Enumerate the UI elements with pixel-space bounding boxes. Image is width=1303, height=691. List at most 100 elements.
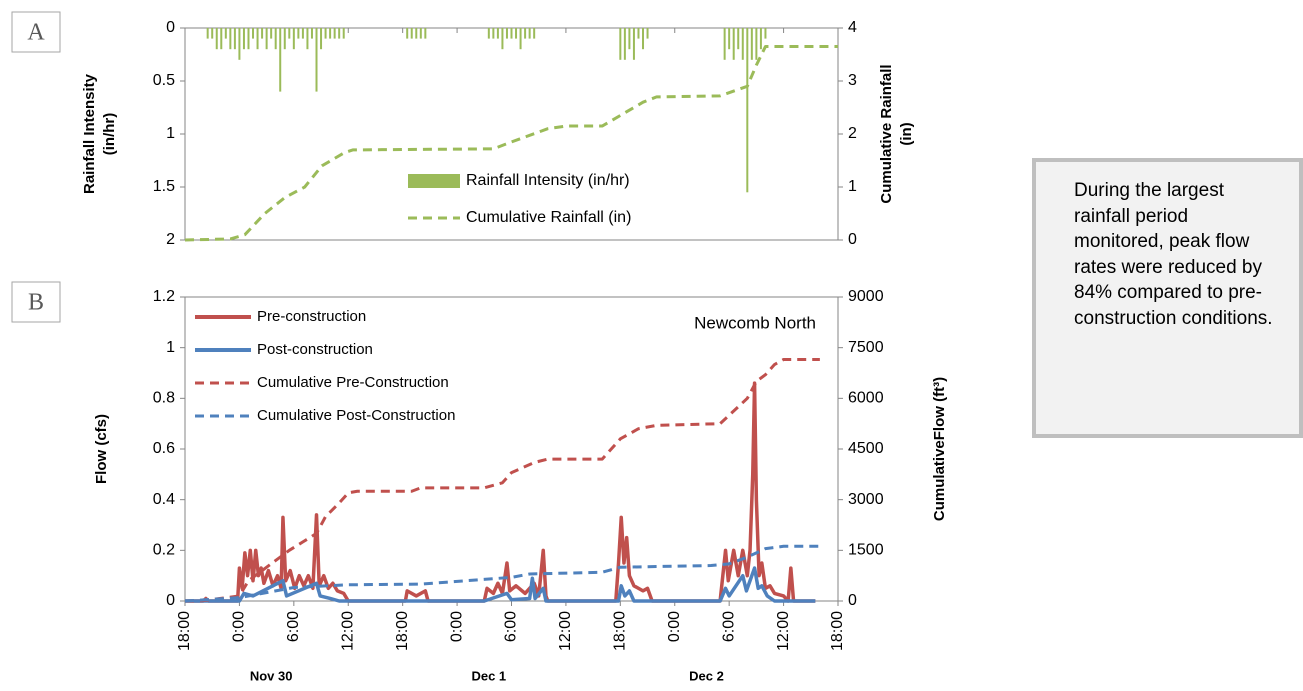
x-tick-label: 6:00: [285, 611, 302, 642]
rain-bar: [224, 28, 227, 39]
legend-label: Cumulative Pre-Construction: [257, 374, 449, 391]
y-tick-label: 1.2: [153, 288, 175, 305]
series-line: [185, 566, 816, 603]
rain-bar: [419, 28, 422, 39]
rain-bar: [728, 28, 731, 50]
y-tick-label: 1: [166, 339, 175, 356]
rain-bar: [424, 28, 427, 39]
rain-bar: [310, 28, 313, 39]
series-line: [184, 45, 838, 242]
legend-label: Rainfall Intensity (in/hr): [466, 172, 630, 189]
panel-box: [11, 11, 61, 53]
y2-axis-title: Cumulative Rainfall: [878, 64, 895, 203]
rain-bar: [261, 28, 264, 39]
x-tick-label: 18:00: [394, 611, 411, 651]
rain-bar: [338, 28, 341, 39]
legend-label: Post-construction: [257, 341, 373, 358]
rain-bar: [292, 28, 295, 50]
y-tick-label: 0.6: [153, 440, 175, 457]
rain-bar: [637, 28, 640, 39]
rain-bar: [764, 28, 767, 39]
x-tick-label: 12:00: [557, 611, 574, 651]
rain-bar: [247, 28, 250, 50]
rain-bar: [324, 28, 327, 39]
y-tick-label: 1: [166, 125, 175, 142]
note-box: During the largest rainfall period monit…: [1032, 158, 1303, 438]
rain-bar: [501, 28, 504, 50]
x-tick-label: 18:00: [829, 611, 846, 651]
series-line: [185, 381, 816, 603]
y-tick-label: 1.5: [153, 178, 175, 195]
x-tick-label: 0:00: [666, 611, 683, 642]
x-tick-label: 18:00: [612, 611, 629, 651]
rain-bar: [746, 28, 749, 193]
x-tick-label: 6:00: [503, 611, 520, 642]
rain-bar: [274, 28, 277, 50]
legend-swatch: [408, 174, 460, 188]
y2-tick-label: 1: [848, 178, 857, 195]
panel-label: B: [28, 290, 44, 316]
rain-bar: [229, 28, 232, 50]
y-tick-label: 0.8: [153, 390, 175, 407]
y-tick-label: 0: [166, 19, 175, 36]
rain-bar: [315, 28, 318, 92]
y-tick-label: 0: [166, 592, 175, 609]
y-tick-label: 2: [166, 231, 175, 248]
rain-bar: [415, 28, 418, 39]
legend-label: Cumulative Rainfall (in): [466, 209, 631, 226]
series-line: [184, 544, 820, 603]
rain-bar: [755, 28, 758, 60]
y-tick-label: 0.5: [153, 72, 175, 89]
rain-bar: [759, 28, 762, 50]
rain-bar: [265, 28, 268, 50]
rain-bar: [288, 28, 291, 39]
rain-bar: [646, 28, 649, 39]
x-tick-label: 6:00: [720, 611, 737, 642]
rain-bar: [519, 28, 522, 50]
rain-bar: [242, 28, 245, 50]
date-label: Nov 30: [250, 668, 293, 683]
y-axis-title: (in/hr): [101, 113, 118, 156]
y-tick-label: 0.4: [153, 491, 175, 508]
rain-bar: [492, 28, 495, 39]
y2-tick-label: 3000: [848, 491, 884, 508]
rain-bar: [487, 28, 490, 39]
y2-tick-label: 1500: [848, 542, 884, 559]
rain-bar: [750, 28, 753, 60]
rain-bar: [741, 28, 744, 60]
rain-bar: [279, 28, 282, 92]
series-line: [184, 357, 820, 603]
legend-label: Pre-construction: [257, 308, 366, 325]
rain-bar: [215, 28, 218, 50]
rain-bar: [533, 28, 536, 39]
rain-bar: [301, 28, 304, 39]
rain-bar: [732, 28, 735, 60]
x-tick-label: 12:00: [775, 611, 792, 651]
rain-bar: [238, 28, 241, 60]
rain-bar: [220, 28, 223, 50]
rain-bar: [333, 28, 336, 39]
y2-tick-label: 0: [848, 231, 857, 248]
rain-bar: [256, 28, 259, 50]
annotation: Newcomb North: [694, 313, 816, 332]
panel-box: [11, 281, 61, 323]
date-label: Dec 2: [689, 668, 724, 683]
rain-bar: [623, 28, 626, 60]
rain-bar: [515, 28, 518, 39]
panel-label: A: [27, 20, 45, 46]
rain-bar: [306, 28, 309, 50]
y2-tick-label: 9000: [848, 288, 884, 305]
rain-bar: [211, 28, 214, 39]
rain-bar: [632, 28, 635, 60]
rain-bar: [619, 28, 622, 60]
y2-tick-label: 3: [848, 72, 857, 89]
date-label: Dec 1: [471, 668, 506, 683]
x-tick-label: 18:00: [176, 611, 193, 651]
y2-tick-label: 0: [848, 592, 857, 609]
y-axis-title: Rainfall Intensity: [81, 73, 98, 194]
y-tick-label: 0.2: [153, 542, 175, 559]
rain-bar: [505, 28, 508, 39]
rain-bar: [206, 28, 209, 39]
